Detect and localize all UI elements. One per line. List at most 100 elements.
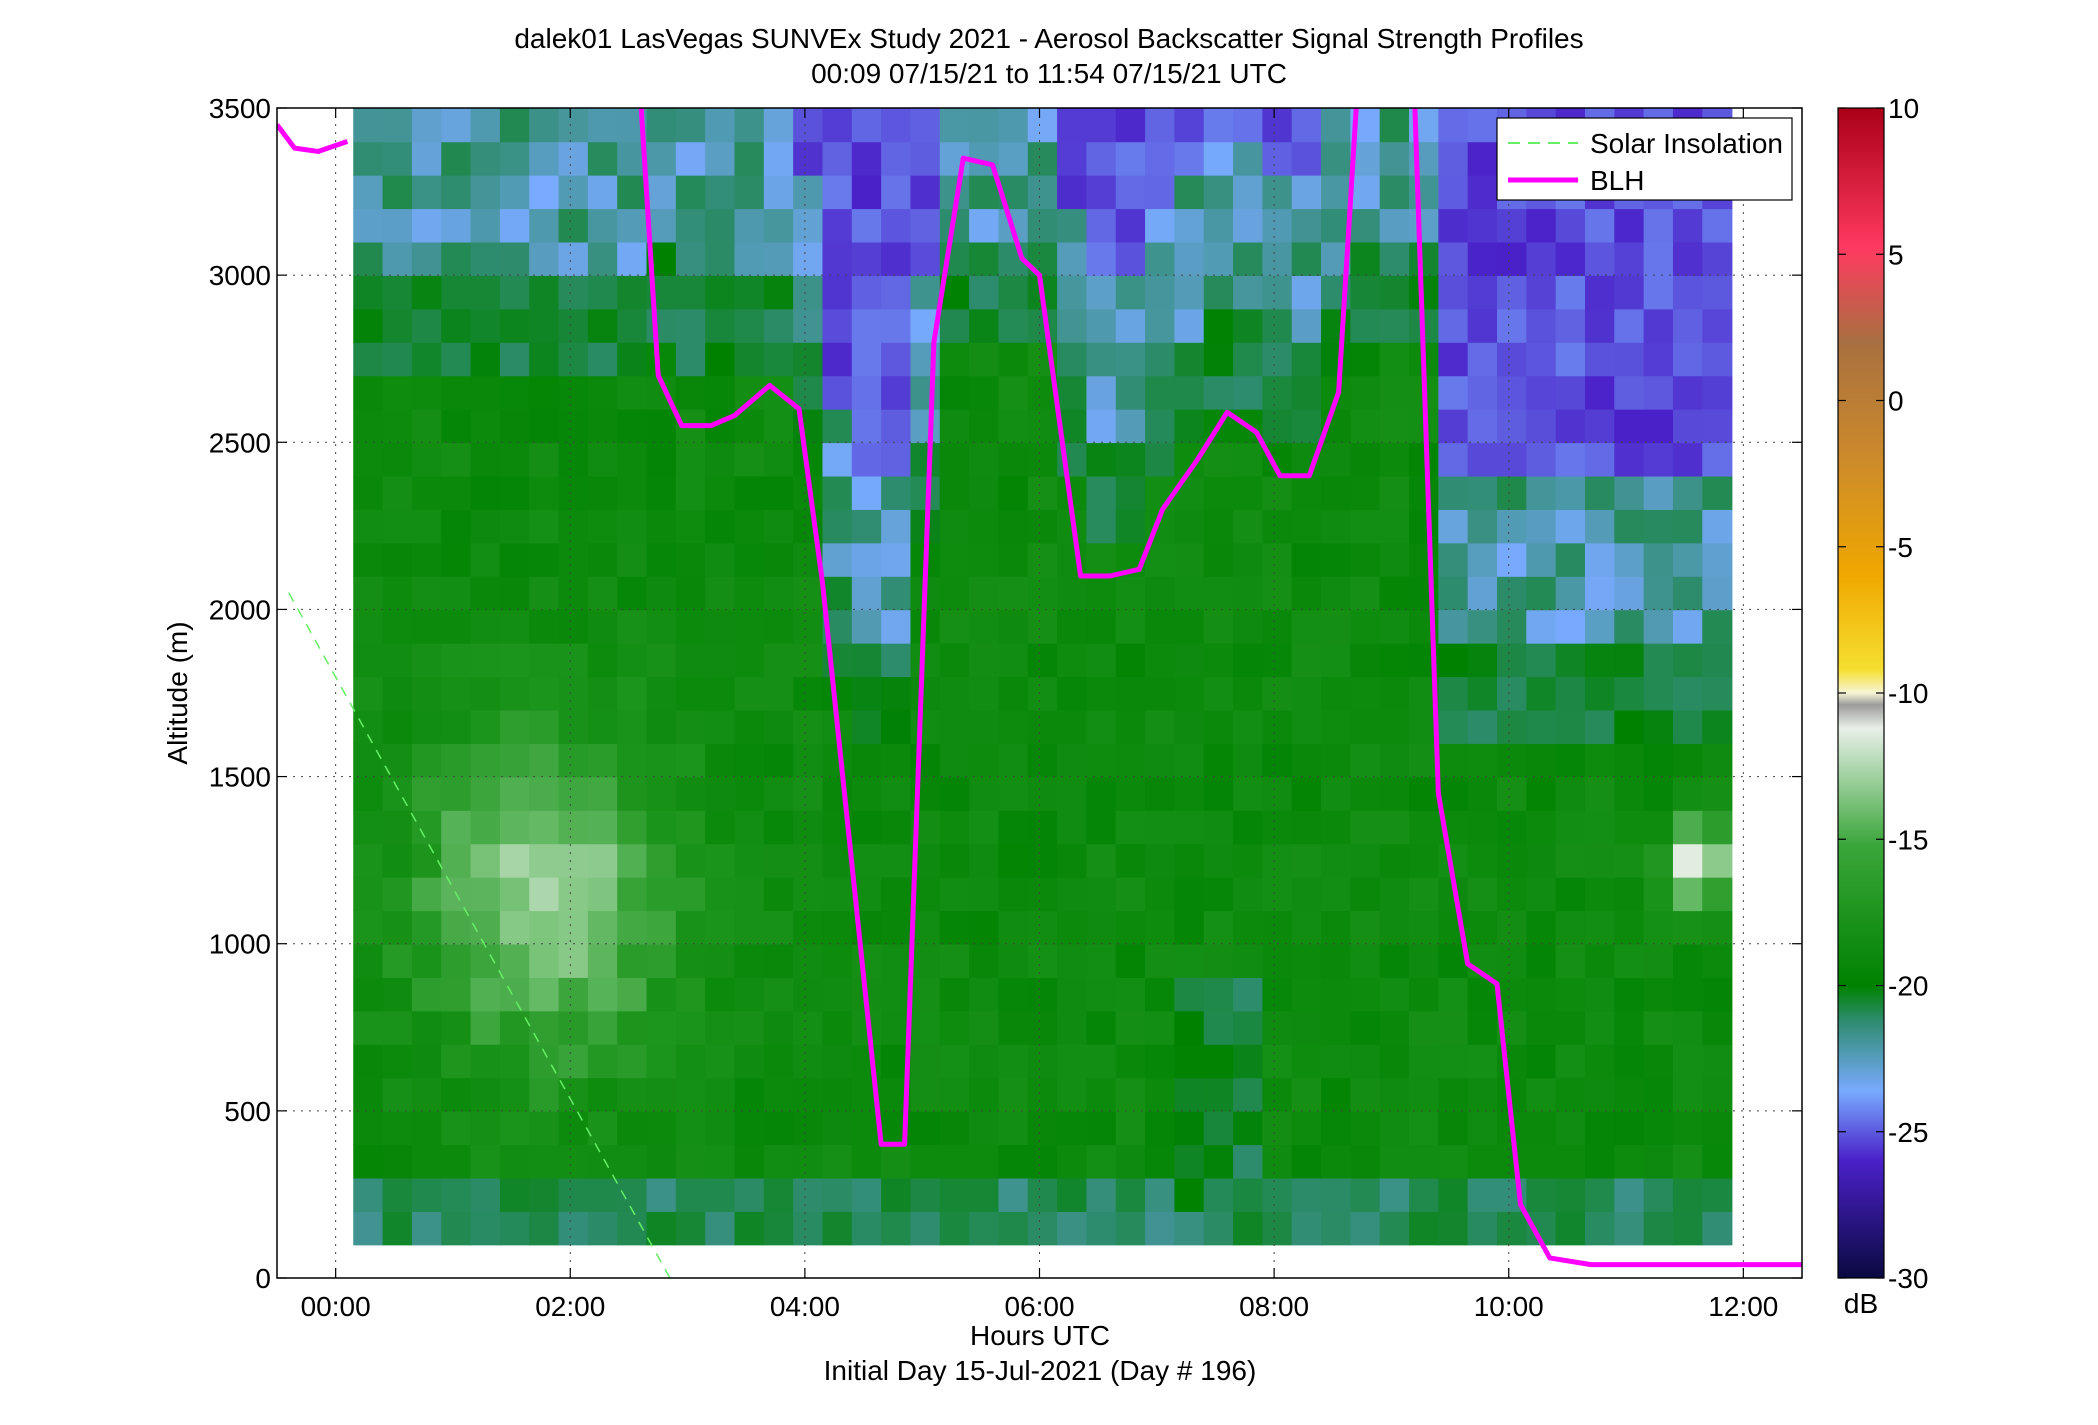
heatmap-cell: [1174, 408, 1205, 444]
heatmap-cell: [1438, 308, 1469, 343]
heatmap-cell: [705, 709, 736, 744]
heatmap-cell: [587, 375, 618, 410]
heatmap-cell: [1262, 1010, 1293, 1045]
heatmap-cell: [1702, 810, 1733, 845]
heatmap-cell: [1643, 1177, 1674, 1212]
heatmap-cell: [587, 1144, 618, 1179]
heatmap-cell: [353, 1177, 384, 1212]
heatmap-cell: [1145, 308, 1176, 343]
heatmap-cell: [998, 709, 1029, 744]
y-tick-label: 2000: [209, 594, 271, 625]
heatmap-cell: [529, 1144, 560, 1179]
heatmap-cell: [851, 943, 882, 978]
heatmap-cell: [1115, 174, 1146, 210]
heatmap-cell: [1057, 208, 1088, 243]
heatmap-cell: [1438, 977, 1469, 1012]
heatmap-cell: [1321, 509, 1352, 544]
heatmap-cell: [529, 1044, 560, 1079]
heatmap-cell: [441, 241, 472, 276]
heatmap-cell: [1291, 241, 1322, 276]
heatmap-cell: [1497, 910, 1528, 945]
heatmap-cell: [1350, 642, 1381, 678]
heatmap-cell: [1555, 642, 1586, 678]
heatmap-cell: [470, 1211, 501, 1246]
heatmap-cell: [1057, 108, 1088, 143]
heatmap-cell: [705, 442, 736, 477]
heatmap-cell: [1321, 876, 1352, 912]
heatmap-cell: [1438, 475, 1469, 510]
heatmap-cell: [998, 1044, 1029, 1079]
heatmap-cell: [1526, 241, 1557, 276]
heatmap-cell: [1291, 542, 1322, 577]
heatmap-cell: [529, 609, 560, 644]
heatmap-cell: [1057, 1110, 1088, 1146]
heatmap-cell: [969, 208, 1000, 243]
heatmap-cell: [470, 776, 501, 811]
heatmap-cell: [1174, 910, 1205, 945]
heatmap-cell: [1291, 743, 1322, 778]
heatmap-cell: [441, 141, 472, 176]
heatmap-cell: [1409, 876, 1440, 912]
heatmap-cell: [529, 208, 560, 243]
heatmap-cell: [910, 943, 941, 978]
heatmap-cell: [939, 308, 970, 343]
heatmap-cell: [1233, 943, 1264, 978]
heatmap-cell: [705, 576, 736, 611]
heatmap-cell: [587, 1010, 618, 1045]
heatmap-cell: [617, 709, 648, 744]
heatmap-cell: [939, 1110, 970, 1146]
heatmap-cell: [1555, 576, 1586, 611]
heatmap-cell: [1262, 1110, 1293, 1146]
heatmap-cell: [1467, 709, 1498, 744]
heatmap-cell: [1027, 1044, 1058, 1079]
heatmap-cell: [705, 609, 736, 644]
heatmap-cell: [411, 1010, 443, 1045]
heatmap-cell: [1086, 275, 1117, 310]
heatmap-cell: [763, 108, 794, 143]
heatmap-cell: [646, 943, 677, 978]
heatmap-cell: [910, 1144, 941, 1179]
heatmap-cell: [1086, 241, 1117, 276]
legend-solar-label: Solar Insolation: [1590, 128, 1783, 159]
heatmap-cell: [470, 141, 501, 176]
heatmap-cell: [1702, 709, 1733, 744]
heatmap-cell: [1057, 910, 1088, 945]
heatmap-cell: [705, 174, 736, 210]
heatmap-cell: [1467, 174, 1498, 210]
heatmap-cell: [1614, 810, 1645, 845]
heatmap-cell: [1262, 709, 1293, 744]
heatmap-cell: [1555, 442, 1586, 477]
heatmap-cell: [470, 509, 501, 544]
heatmap-cell: [851, 308, 882, 343]
heatmap-cell: [1584, 342, 1616, 377]
heatmap-cell: [1262, 1077, 1293, 1112]
heatmap-cell: [470, 542, 501, 577]
heatmap-cell: [939, 576, 970, 611]
heatmap-cell: [441, 408, 472, 444]
x-tick-label: 08:00: [1239, 1291, 1309, 1322]
heatmap-cell: [1643, 576, 1674, 611]
heatmap-cell: [1086, 1010, 1117, 1045]
heatmap-cell: [1379, 241, 1410, 276]
heatmap-cell: [1174, 375, 1205, 410]
heatmap-cell: [1702, 1077, 1733, 1112]
heatmap-cell: [1145, 910, 1176, 945]
heatmap-cell: [646, 442, 677, 477]
heatmap-cell: [617, 1044, 648, 1079]
heatmap-cell: [382, 1010, 413, 1045]
heatmap-cell: [1115, 1110, 1146, 1146]
heatmap-cell: [470, 1077, 501, 1112]
heatmap-cell: [1584, 241, 1616, 276]
heatmap-cell: [793, 108, 824, 143]
heatmap-cell: [763, 676, 794, 711]
heatmap-cell: [558, 943, 589, 978]
heatmap-cell: [1409, 576, 1440, 611]
heatmap-cell: [1497, 609, 1528, 644]
heatmap-cell: [646, 1177, 677, 1212]
heatmap-cell: [793, 943, 824, 978]
heatmap-cell: [1555, 1077, 1586, 1112]
heatmap-cell: [1233, 275, 1264, 310]
heatmap-cell: [470, 676, 501, 711]
heatmap-cell: [1584, 1177, 1616, 1212]
legend-blh-label: BLH: [1590, 165, 1644, 196]
